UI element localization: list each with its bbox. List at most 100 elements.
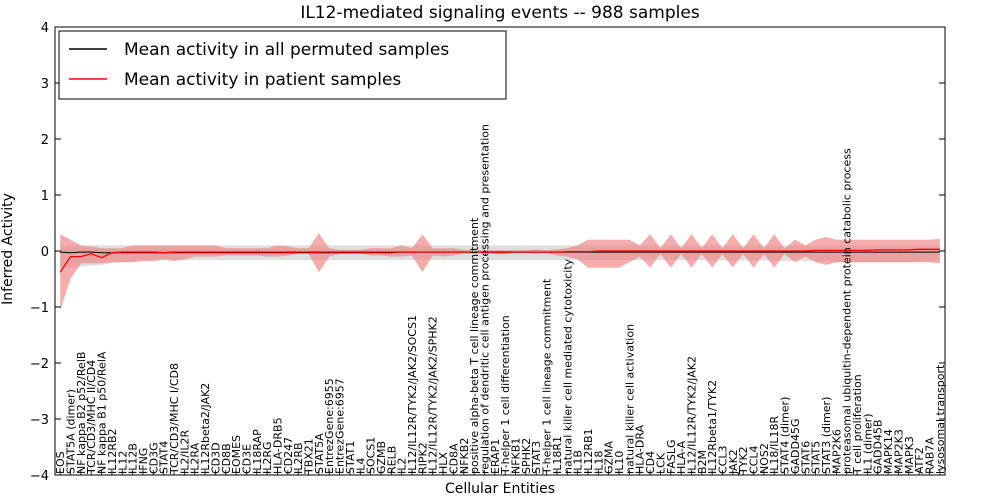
y-tick-label: 2 [41,133,49,148]
series-lines [59,248,940,273]
y-tick-label: −2 [30,357,49,372]
chart-title: IL12-mediated signaling events -- 988 sa… [300,3,700,23]
x-category-label: STAT3 (dimer) [820,397,833,474]
x-axis-label: Cellular Entities [445,481,555,497]
x-category-label: GADD45G [789,418,802,474]
x-category-label: proteasomal ubiquitin-dependent protein … [841,148,854,474]
x-category-label: IL2RG [261,441,274,474]
x-category-label: CD8A [447,443,460,474]
legend: Mean activity in all permuted samples Me… [58,30,507,100]
x-category-label: GZMB [375,441,388,474]
x-category-label: HLX [437,452,450,474]
x-category-label: STAT3 [530,441,543,474]
x-category-label: natural killer cell mediated cytotoxicit… [561,258,574,474]
x-category-label: MAP2K6 [830,429,843,474]
x-category-label: RELB [385,446,398,474]
x-category-label: regulation of dendritic cell antigen pro… [479,124,492,474]
x-category-label: IL12/IL12R/TYK2/JAK2/SOCS1 [406,315,419,474]
x-category-label: natural killer cell activation [623,324,636,474]
x-category-label: IL12/IL12R/TYK2/JAK2 [686,356,699,474]
legend-label-patient: Mean activity in patient samples [124,70,401,90]
x-category-label: STAT5A [313,433,326,474]
x-category-label: positive alpha-beta T cell lineage commi… [468,217,481,474]
x-category-label: CD3D [209,442,222,474]
x-category-label: CCL3 [717,446,730,475]
x-category-label: T-helper 1 cell differentiation [499,315,512,475]
x-category-label: MAPK14 [882,429,895,474]
x-category-label: LCK [654,452,667,474]
x-category-label: CD3E [241,444,254,474]
x-category-label: STAT5 [810,441,823,474]
x-category-label: IL18 [592,451,605,474]
x-category-label: EOS [54,451,67,474]
x-category-label: CD3G [147,442,160,474]
x-category-label: STAT4 (dimer) [779,397,792,474]
x-category-label: IL12Rbeta2/JAK2 [199,383,212,474]
x-category-label: IL12B [127,443,140,474]
x-category-label: T-helper 1 cell lineage commitment [541,278,554,475]
x-category-label: ERAP1 [489,439,502,474]
x-category-label: NF kappa B2 p52/RelB [75,352,88,474]
x-category-label: MAP2K3 [892,429,905,474]
x-category-label: HLA-DRA [634,424,647,474]
x-category-label: HLA-A [675,440,688,474]
legend-box [58,30,507,100]
x-category-label: EOMES [230,435,243,474]
x-category-label: IL2/IL2R [178,430,191,474]
y-tick-label: 4 [41,21,49,36]
x-category-label: FASLG [665,440,678,474]
x-category-label: IL12Rbeta1/TYK2 [706,380,719,474]
patient-mean-line [59,248,940,273]
x-category-label: STAT5A (dimer) [65,389,78,474]
x-category-label: NFKB2 [458,438,471,474]
x-category-label: GADD45B [872,419,885,474]
x-category-label: CD8B [220,443,233,474]
x-category-label: IL10 [613,451,626,474]
y-tick-label: 0 [41,245,49,260]
x-category-label: RIPK2 [416,442,429,474]
x-category-label: IL2RA [189,442,202,474]
y-axis: −4 −3 −2 −1 0 1 2 3 4 [30,21,945,484]
x-category-label: GZMA [603,440,616,474]
x-category-label: CCL4 [748,446,761,475]
x-category-label: CD4 [644,451,657,474]
x-category-label: NF kappa B1 p50/RelA [96,351,109,474]
x-category-label: MAPK3 [903,436,916,474]
x-category-label: SOCS1 [365,437,378,474]
x-category-label: IL2RB [292,442,305,474]
x-category-label: TCR/CD3/MHC II/CD4 [85,360,98,475]
y-tick-label: 1 [41,189,49,204]
x-category-label: NOS2 [758,443,771,474]
x-category-label: EntrezGene:6955 [323,378,336,474]
x-category-label: JAK2 [727,449,740,475]
bands [60,233,940,310]
x-category-label: TCR/CD3/MHC I/CD8 [168,363,181,475]
y-tick-label: −3 [30,413,49,428]
y-tick-label: −1 [30,301,49,316]
x-category-label: IL1B [572,450,585,474]
x-category-label: TYK2 [737,446,750,475]
x-category-label: IL12RB1 [582,428,595,474]
x-category-label: IL12/IL12R/TYK2/JAK2/SPHK2 [427,316,440,474]
x-category-label: IL12 [116,451,129,474]
x-category-label: STAT4 [158,441,171,474]
x-category-label: T cell proliferation [851,374,864,475]
x-category-label: IFNG [137,448,150,474]
x-category-label: lysosomal transport [934,364,947,474]
y-tick-label: −4 [30,469,49,484]
y-axis-label: Inferred Activity [0,193,16,305]
x-category-label: NFKB1 [510,438,523,474]
x-category-label: IL4 [354,458,367,474]
x-category-label: IL18/IL18R [768,416,781,474]
x-category-label: IL1 (dimer) [861,414,874,475]
x-category-label: RAB7A [924,437,937,474]
x-category-label: CD247 [282,437,295,474]
x-category-label: TBX21 [303,438,316,475]
patient-band [60,233,940,310]
x-category-label: IL18RAP [251,429,264,474]
x-category-label: IL12RB2 [106,428,119,474]
x-category-label: STAT1 [344,441,357,474]
x-category-label: ATF2 [913,447,926,474]
